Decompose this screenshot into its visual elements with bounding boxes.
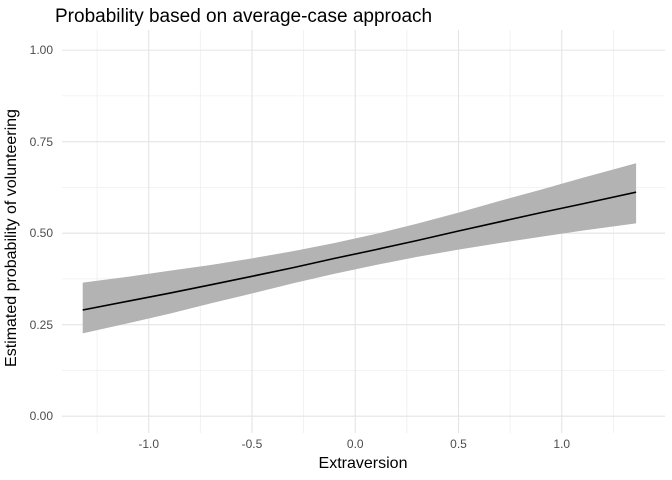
confidence-ribbon <box>82 163 637 334</box>
fitted-line <box>82 191 637 311</box>
y-tick-label: 0.00 <box>29 409 53 424</box>
y-tick-label: 0.75 <box>29 134 53 149</box>
x-tick-label: 1.0 <box>553 437 571 451</box>
x-tick-label: 0.5 <box>450 437 467 451</box>
x-tick-label: 0.0 <box>346 437 364 451</box>
plot-title: Probability based on average-case approa… <box>55 6 433 27</box>
x-axis-title: Extraversion <box>318 455 408 472</box>
plot-panel <box>62 30 665 433</box>
y-tick-label: 0.25 <box>29 317 53 332</box>
y-tick-label: 1.00 <box>29 43 53 58</box>
x-tick-label: -1.0 <box>138 437 160 451</box>
x-tick-label: -0.5 <box>241 437 263 451</box>
y-tick-label: 0.50 <box>29 226 53 241</box>
